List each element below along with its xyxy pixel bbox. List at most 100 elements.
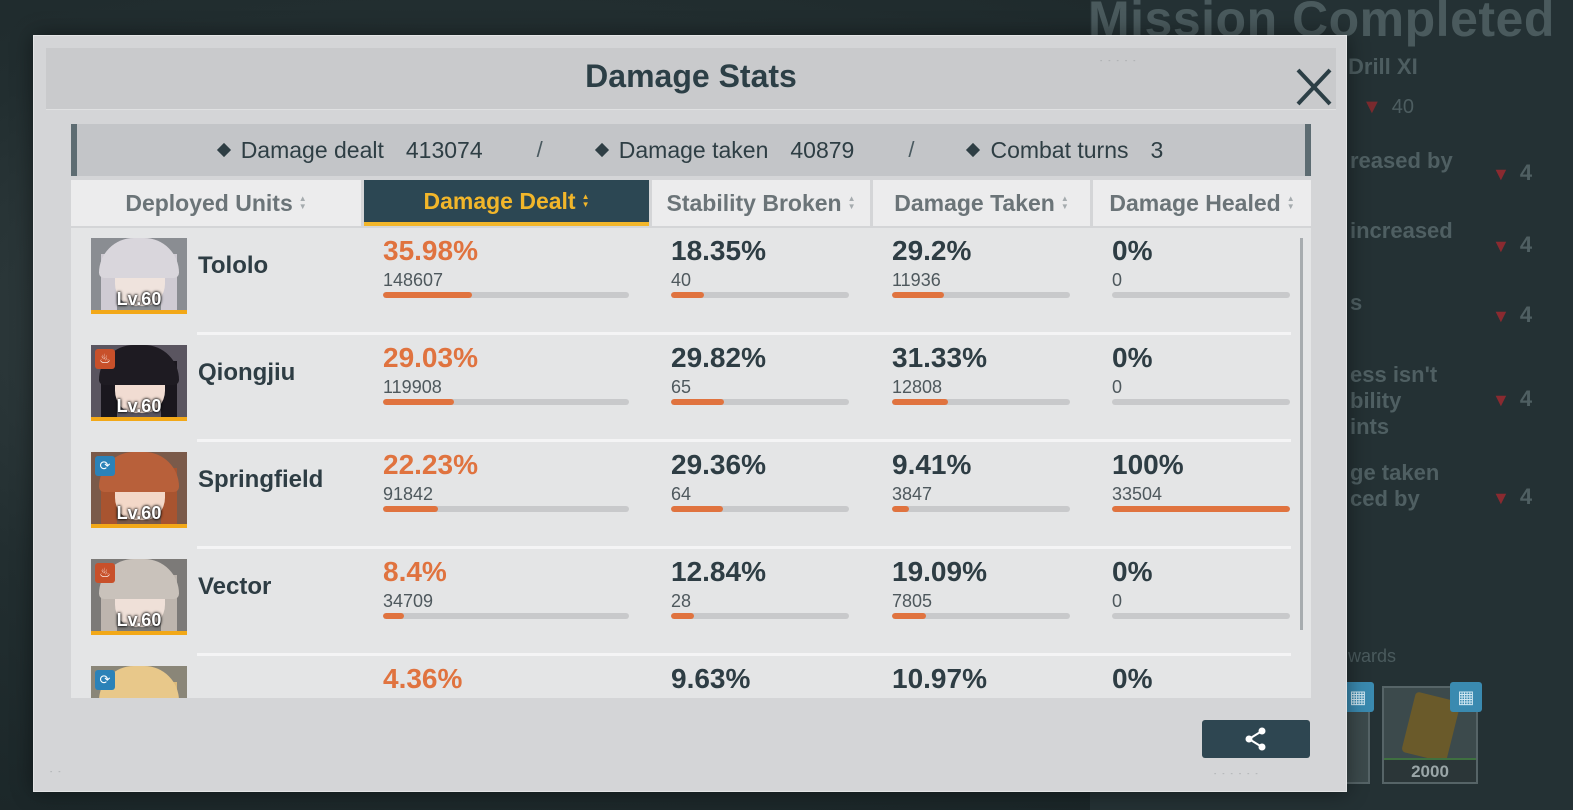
stat-progress-bar xyxy=(892,613,1070,619)
summary-value: 413074 xyxy=(405,136,483,163)
stat-progress-fill xyxy=(892,292,944,298)
summary-label: Combat turns xyxy=(990,136,1129,163)
fire-icon: ♨ xyxy=(95,563,115,583)
stat-progress-bar xyxy=(671,506,849,512)
summary-damage-dealt: Damage dealt 413074 xyxy=(216,136,483,164)
stats-table-body[interactable]: Lv.60 Tololo 35.98% 148607 18.35% 40 29.2% 1193… xyxy=(71,228,1311,698)
column-header-stability-broken[interactable]: Stability Broken ▲ ▼ xyxy=(652,180,870,226)
stat-progress-fill xyxy=(892,506,909,512)
stat-progress-fill xyxy=(671,399,725,405)
stat-value: 91842 xyxy=(383,484,434,504)
stat-value: 28 xyxy=(671,591,692,611)
summary-label: Damage taken xyxy=(618,136,769,163)
unit-portrait[interactable]: ⟳ xyxy=(91,666,187,698)
stat-percentage: 9.41% xyxy=(892,449,972,480)
unit-name: Tololo xyxy=(198,252,269,279)
background-subtitle: Drill XI xyxy=(1348,54,1418,79)
gift-icon: ▦ xyxy=(1450,682,1482,712)
column-header-damage-healed[interactable]: Damage Healed ▲ ▼ xyxy=(1093,180,1311,226)
summary-separator: / xyxy=(908,137,915,162)
fire-icon: ♨ xyxy=(95,349,115,369)
stat-progress-bar xyxy=(892,506,1070,512)
unit-row: ⟳ 4.36% 9.63% 10.97% 0% xyxy=(71,656,1311,698)
column-header-damage-taken[interactable]: Damage Taken ▲ ▼ xyxy=(873,180,1090,226)
stat-progress-bar xyxy=(671,399,849,405)
unit-portrait[interactable]: Lv.60 xyxy=(91,238,187,314)
stat-percentage: 12.84% xyxy=(671,556,766,587)
stat-value: 7805 xyxy=(892,591,933,611)
summary-value: 3 xyxy=(1150,136,1164,163)
background-line: ge taken ced by xyxy=(1350,460,1440,511)
hair-shape xyxy=(99,238,179,278)
stat-percentage: 0% xyxy=(1112,663,1153,694)
stat-progress-bar xyxy=(892,292,1070,298)
stat-value: 11936 xyxy=(892,270,941,290)
unit-portrait[interactable]: ♨ Lv.60 xyxy=(91,345,187,421)
stability-broken-cell: 9.63% xyxy=(671,662,750,698)
stat-progress-fill xyxy=(892,399,948,405)
share-button[interactable] xyxy=(1202,720,1310,758)
stat-progress-fill xyxy=(383,506,438,512)
damage-taken-cell: 19.09% 7805 xyxy=(892,555,987,611)
stat-value: 12808 xyxy=(892,377,943,397)
cycle-icon: ⟳ xyxy=(95,670,115,690)
sort-icon: ▲ ▼ xyxy=(298,194,307,211)
damage-healed-cell: 0% 0 xyxy=(1112,555,1152,611)
stat-percentage: 29.2% xyxy=(892,235,972,266)
stat-value: 40 xyxy=(671,270,692,290)
background-value: ▼ 4 xyxy=(1492,232,1533,257)
stat-percentage: 19.09% xyxy=(892,556,987,587)
stability-broken-cell: 12.84% 28 xyxy=(671,555,766,611)
column-header-damage-dealt[interactable]: Damage Dealt ▲ ▼ xyxy=(364,180,649,226)
cycle-icon: ⟳ xyxy=(95,456,115,476)
stat-progress-fill xyxy=(1112,506,1290,512)
down-triangle-icon: ▼ xyxy=(1492,306,1510,326)
stat-value: 64 xyxy=(671,484,692,504)
stat-value: 119908 xyxy=(383,377,442,397)
background-line: reased by xyxy=(1350,148,1453,173)
summary-damage-taken: Damage taken 40879 xyxy=(594,136,855,164)
summary-value: 40879 xyxy=(790,136,855,163)
sort-icon: ▲ ▼ xyxy=(1286,194,1295,211)
stat-percentage: 0% xyxy=(1112,342,1153,373)
stat-progress-bar xyxy=(1112,292,1290,298)
damage-stats-modal: Damage Stats - - - - - Damage dealt 4130… xyxy=(33,35,1347,792)
background-value: ▼ 4 xyxy=(1492,484,1533,509)
stat-percentage: 35.98% xyxy=(383,235,478,266)
decorative-code: - - xyxy=(50,769,63,776)
close-button[interactable] xyxy=(1294,66,1334,108)
row-divider xyxy=(197,332,1291,335)
background-rewards-label: wards xyxy=(1348,646,1397,666)
column-header-deployed-units[interactable]: Deployed Units ▲ ▼ xyxy=(71,180,361,226)
down-triangle-icon: ▼ xyxy=(1362,96,1382,118)
unit-portrait[interactable]: ♨ Lv.60 xyxy=(91,559,187,635)
sort-icon: ▲ ▼ xyxy=(847,194,856,211)
reward-item: ▦ 2000 xyxy=(1382,682,1482,784)
stat-percentage: 4.36% xyxy=(383,663,463,694)
stat-value: 0 xyxy=(1112,377,1123,397)
row-divider xyxy=(197,546,1291,549)
stat-progress-fill xyxy=(383,292,472,298)
sort-icon: ▲ ▼ xyxy=(581,192,590,209)
unit-name: Vector xyxy=(198,573,272,600)
unit-portrait[interactable]: ⟳ Lv.60 xyxy=(91,452,187,528)
stat-progress-bar xyxy=(1112,613,1290,619)
down-triangle-icon: ▼ xyxy=(1492,164,1510,184)
damage-dealt-cell: 35.98% 148607 xyxy=(383,234,478,290)
unit-level: Lv.60 xyxy=(116,289,162,309)
row-divider xyxy=(197,653,1291,656)
diamond-icon xyxy=(966,142,981,158)
table-scrollbar[interactable] xyxy=(1300,238,1303,630)
reward-amount: 2000 xyxy=(1384,758,1476,782)
unit-row: ♨ Lv.60 Vector 8.4% 34709 12.84% 28 19.09% 7805 0… xyxy=(71,549,1311,656)
damage-dealt-cell: 8.4% 34709 xyxy=(383,555,447,611)
diamond-icon xyxy=(594,142,609,158)
summary-combat-turns: Combat turns 3 xyxy=(966,136,1164,164)
stat-progress-fill xyxy=(671,613,694,619)
stat-progress-fill xyxy=(671,506,724,512)
stat-progress-fill xyxy=(671,292,704,298)
damage-healed-cell: 0% 0 xyxy=(1112,341,1152,397)
stat-percentage: 0% xyxy=(1112,556,1153,587)
down-triangle-icon: ▼ xyxy=(1492,236,1510,256)
modal-header: Damage Stats - - - - - xyxy=(46,48,1336,110)
